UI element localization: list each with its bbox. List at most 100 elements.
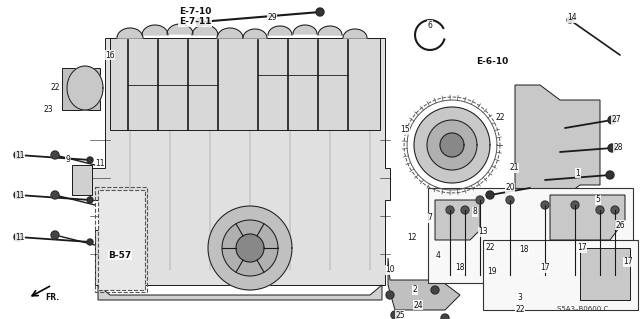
Polygon shape bbox=[222, 220, 278, 276]
Polygon shape bbox=[391, 311, 399, 319]
Text: 9: 9 bbox=[65, 155, 70, 165]
Polygon shape bbox=[606, 171, 614, 179]
Text: 22: 22 bbox=[495, 114, 505, 122]
Text: 11: 11 bbox=[95, 159, 105, 167]
Text: 21: 21 bbox=[509, 164, 519, 173]
Text: B-57: B-57 bbox=[108, 250, 132, 259]
Text: 4: 4 bbox=[436, 250, 440, 259]
Polygon shape bbox=[461, 206, 469, 214]
Polygon shape bbox=[67, 66, 103, 110]
Text: 17: 17 bbox=[623, 257, 633, 266]
Polygon shape bbox=[243, 29, 267, 38]
Text: 15: 15 bbox=[400, 125, 410, 135]
Text: 23: 23 bbox=[43, 106, 53, 115]
Polygon shape bbox=[208, 206, 292, 290]
Bar bbox=[95, 187, 147, 292]
Polygon shape bbox=[567, 17, 573, 23]
Polygon shape bbox=[110, 38, 380, 130]
Polygon shape bbox=[51, 231, 59, 239]
Polygon shape bbox=[51, 191, 59, 199]
Polygon shape bbox=[14, 191, 22, 199]
Bar bbox=[428, 188, 633, 283]
Text: 8: 8 bbox=[472, 207, 477, 217]
Polygon shape bbox=[236, 234, 264, 262]
Polygon shape bbox=[87, 197, 93, 203]
Polygon shape bbox=[435, 200, 480, 240]
Polygon shape bbox=[440, 133, 464, 157]
Text: 18: 18 bbox=[455, 263, 465, 272]
Polygon shape bbox=[515, 85, 600, 200]
Polygon shape bbox=[441, 314, 449, 319]
Text: FR.: FR. bbox=[45, 293, 59, 302]
Text: 3: 3 bbox=[518, 293, 522, 302]
Polygon shape bbox=[541, 201, 549, 209]
Text: 11: 11 bbox=[15, 190, 25, 199]
Polygon shape bbox=[90, 38, 390, 285]
Polygon shape bbox=[414, 107, 490, 183]
Polygon shape bbox=[62, 68, 100, 110]
Text: 2: 2 bbox=[413, 286, 417, 294]
Polygon shape bbox=[550, 195, 625, 240]
Text: 17: 17 bbox=[540, 263, 550, 272]
Polygon shape bbox=[72, 165, 92, 195]
Text: 22: 22 bbox=[515, 306, 525, 315]
Polygon shape bbox=[217, 28, 243, 38]
Polygon shape bbox=[117, 28, 143, 38]
Polygon shape bbox=[167, 24, 193, 34]
Text: 13: 13 bbox=[478, 227, 488, 236]
Text: 5: 5 bbox=[596, 196, 600, 204]
Text: 14: 14 bbox=[567, 13, 577, 23]
Polygon shape bbox=[446, 206, 454, 214]
Polygon shape bbox=[427, 120, 477, 170]
Polygon shape bbox=[608, 116, 616, 124]
Text: 12: 12 bbox=[407, 234, 417, 242]
Text: E-7-11: E-7-11 bbox=[179, 18, 211, 26]
Text: 16: 16 bbox=[105, 50, 115, 60]
Text: 10: 10 bbox=[385, 265, 395, 275]
Polygon shape bbox=[142, 25, 168, 35]
Text: 7: 7 bbox=[428, 213, 433, 222]
Polygon shape bbox=[343, 29, 367, 38]
Text: 11: 11 bbox=[15, 233, 25, 241]
Polygon shape bbox=[486, 191, 494, 199]
Text: 22: 22 bbox=[51, 84, 60, 93]
Polygon shape bbox=[293, 25, 317, 34]
Polygon shape bbox=[196, 18, 204, 26]
Polygon shape bbox=[476, 196, 484, 204]
Polygon shape bbox=[14, 151, 22, 159]
Text: 28: 28 bbox=[613, 144, 623, 152]
Text: 24: 24 bbox=[413, 300, 423, 309]
Polygon shape bbox=[87, 239, 93, 245]
Text: 17: 17 bbox=[577, 243, 587, 253]
Text: 19: 19 bbox=[487, 268, 497, 277]
Text: 22: 22 bbox=[485, 243, 495, 253]
Text: 25: 25 bbox=[395, 310, 405, 319]
Polygon shape bbox=[431, 286, 439, 294]
Text: 27: 27 bbox=[611, 115, 621, 124]
Polygon shape bbox=[51, 151, 59, 159]
Polygon shape bbox=[580, 248, 630, 300]
Polygon shape bbox=[506, 196, 514, 204]
Polygon shape bbox=[571, 201, 579, 209]
Polygon shape bbox=[611, 206, 619, 214]
Polygon shape bbox=[388, 258, 460, 310]
Polygon shape bbox=[192, 25, 218, 35]
Polygon shape bbox=[596, 206, 604, 214]
Polygon shape bbox=[316, 8, 324, 16]
Bar bbox=[483, 240, 638, 310]
Polygon shape bbox=[386, 291, 394, 299]
Text: 26: 26 bbox=[615, 220, 625, 229]
Text: E-6-10: E-6-10 bbox=[476, 57, 508, 66]
Polygon shape bbox=[608, 144, 616, 152]
Polygon shape bbox=[98, 190, 145, 290]
Text: E-7-10: E-7-10 bbox=[179, 8, 211, 17]
Text: 18: 18 bbox=[519, 246, 529, 255]
Polygon shape bbox=[14, 233, 22, 241]
Text: 6: 6 bbox=[428, 20, 433, 29]
Text: S5A3–B0600 C: S5A3–B0600 C bbox=[557, 306, 608, 312]
Polygon shape bbox=[318, 26, 342, 35]
Polygon shape bbox=[268, 26, 292, 35]
Text: 11: 11 bbox=[15, 151, 25, 160]
Polygon shape bbox=[87, 157, 93, 163]
Polygon shape bbox=[98, 285, 382, 300]
